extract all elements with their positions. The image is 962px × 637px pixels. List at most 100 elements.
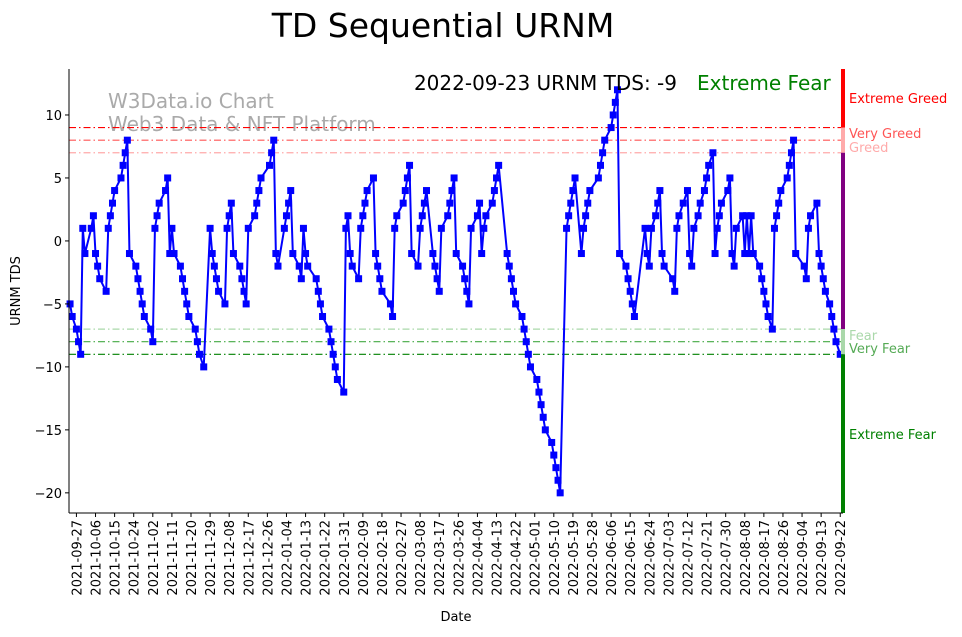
data-point <box>647 224 655 232</box>
data-point <box>656 187 664 195</box>
data-point <box>68 313 76 321</box>
data-point <box>223 224 231 232</box>
data-point <box>565 212 573 220</box>
data-point <box>743 212 751 220</box>
data-point <box>450 174 458 182</box>
data-point <box>372 250 380 258</box>
data-point <box>473 212 481 220</box>
data-point <box>89 212 97 220</box>
x-tick-label: 2022-05-19 <box>567 520 582 596</box>
data-point <box>75 338 83 346</box>
data-point <box>225 212 233 220</box>
data-point <box>181 287 189 295</box>
x-tick-label: 2021-12-26 <box>261 520 276 596</box>
x-tick-label: 2022-07-30 <box>720 520 735 596</box>
data-point <box>836 350 844 358</box>
data-point <box>645 262 653 270</box>
data-point <box>652 212 660 220</box>
data-point <box>461 275 469 283</box>
data-point <box>361 199 369 207</box>
data-point <box>104 224 112 232</box>
data-point <box>94 262 102 270</box>
y-tick-label: 0 <box>54 235 62 250</box>
data-point <box>420 199 428 207</box>
y-tick-label: −10 <box>35 361 62 376</box>
data-point <box>739 212 747 220</box>
data-point <box>147 325 155 333</box>
data-point <box>819 275 827 283</box>
data-point <box>242 300 250 308</box>
data-point <box>724 187 732 195</box>
y-ticks: 10 5 0 −5 −10 −15 −20 <box>35 109 69 502</box>
data-point <box>541 426 549 434</box>
x-tick-label: 2022-05-10 <box>548 520 563 596</box>
x-tick-label: 2022-07-12 <box>681 520 696 596</box>
y-axis-label: URNM TDS <box>9 256 24 326</box>
data-point <box>229 250 237 258</box>
data-point <box>210 262 218 270</box>
zone-label: Very Fear <box>849 342 911 357</box>
y-tick-label: 5 <box>54 172 62 187</box>
y-tick-label: −15 <box>35 424 62 439</box>
data-point <box>151 224 159 232</box>
data-point <box>162 187 170 195</box>
data-point <box>671 287 679 295</box>
data-point <box>554 476 562 484</box>
x-tick-label: 2022-08-17 <box>758 520 773 596</box>
data-point <box>700 187 708 195</box>
data-point <box>660 262 668 270</box>
data-point <box>815 250 823 258</box>
data-point <box>522 338 530 346</box>
data-point <box>764 313 772 321</box>
data-point <box>669 275 677 283</box>
data-point <box>399 199 407 207</box>
annotation-text: 2022-09-23 URNM TDS: -9 <box>414 71 677 95</box>
data-point <box>683 187 691 195</box>
data-point <box>688 262 696 270</box>
data-point <box>416 224 424 232</box>
x-tick-label: 2022-05-01 <box>529 520 544 596</box>
data-point <box>505 262 513 270</box>
data-point <box>227 199 235 207</box>
zone-label: Very Greed <box>849 127 921 142</box>
data-point <box>96 275 104 283</box>
data-point <box>622 262 630 270</box>
x-tick-label: 2022-09-04 <box>796 520 811 596</box>
x-tick-label: 2022-07-21 <box>701 520 716 596</box>
data-point <box>476 199 484 207</box>
data-point <box>111 187 119 195</box>
data-point <box>507 275 515 283</box>
x-tick-label: 2022-06-15 <box>624 520 639 596</box>
data-point <box>302 250 310 258</box>
data-point <box>102 287 110 295</box>
data-point <box>732 224 740 232</box>
x-tick-label: 2022-02-27 <box>395 520 410 596</box>
data-point <box>703 174 711 182</box>
data-point <box>675 212 683 220</box>
data-point <box>212 275 220 283</box>
data-point <box>444 212 452 220</box>
data-point <box>607 124 615 132</box>
data-point <box>374 262 382 270</box>
data-point <box>715 212 723 220</box>
data-point <box>299 224 307 232</box>
data-point <box>140 313 148 321</box>
data-point <box>741 250 749 258</box>
data-point <box>270 136 278 144</box>
data-point <box>255 187 263 195</box>
data-point <box>535 388 543 396</box>
data-point <box>437 224 445 232</box>
data-point <box>826 300 834 308</box>
data-point <box>792 250 800 258</box>
watermark: W3Data.io Chart Web3 Data & NFT Platform <box>108 89 376 136</box>
data-point <box>391 224 399 232</box>
x-axis-label: Date <box>440 610 471 625</box>
data-point <box>168 224 176 232</box>
data-point <box>92 250 100 258</box>
data-point <box>785 161 793 169</box>
data-point <box>149 338 157 346</box>
data-point <box>355 275 363 283</box>
data-point <box>787 149 795 157</box>
data-point <box>580 224 588 232</box>
x-tick-label: 2021-11-11 <box>166 520 181 596</box>
